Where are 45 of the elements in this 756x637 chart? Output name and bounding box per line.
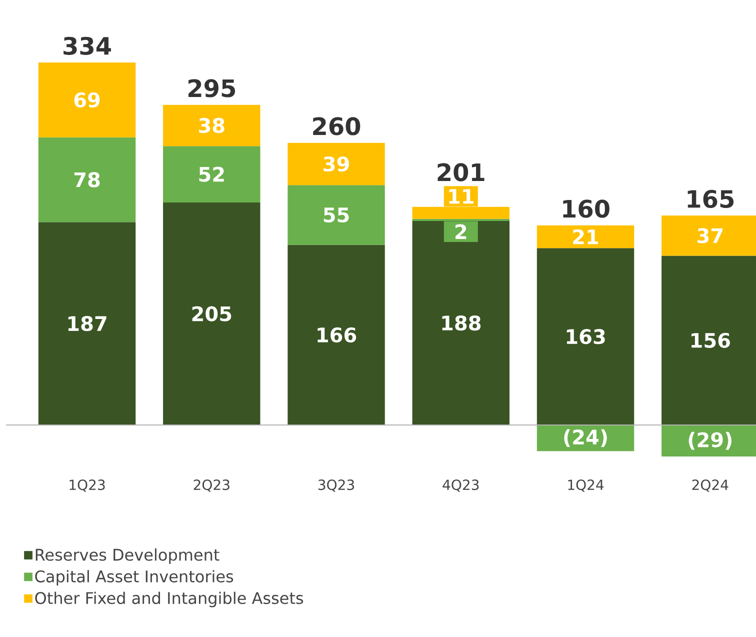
bar — [412, 220, 510, 426]
legend-label: Capital Asset Inventories — [35, 570, 234, 586]
data-label: 38 — [199, 118, 224, 134]
data-label: (29) — [688, 432, 732, 450]
bar — [163, 104, 260, 146]
data-label: 188 — [442, 315, 481, 331]
data-label: 55 — [324, 208, 349, 222]
bar — [38, 62, 136, 138]
data-label: 37 — [698, 228, 722, 244]
data-label: 21 — [573, 229, 598, 244]
bar — [288, 244, 385, 426]
total-label: 165 — [688, 190, 734, 208]
total-label: 260 — [313, 117, 360, 136]
total-label: 295 — [188, 79, 236, 98]
x-tick-label: 2Q24 — [692, 480, 728, 492]
total-label: 201 — [438, 163, 484, 182]
x-tick-label: 1Q24 — [568, 480, 604, 492]
x-tick-label: 1Q23 — [70, 480, 105, 492]
x-tick-label: 4Q23 — [442, 480, 479, 492]
total-label: 334 — [64, 36, 111, 55]
bar — [38, 222, 136, 426]
x-tick-label: 2Q23 — [194, 480, 230, 492]
data-label: 163 — [566, 329, 605, 344]
data-label: (24) — [564, 429, 607, 447]
bar — [288, 142, 385, 186]
data-label: 205 — [192, 306, 232, 322]
legend-label: Reserves Development — [36, 548, 220, 564]
bar — [536, 248, 634, 426]
bar — [288, 185, 385, 245]
bar — [536, 225, 634, 248]
bar — [163, 202, 260, 426]
data-label: 11 — [449, 189, 474, 204]
total-label: 160 — [563, 200, 610, 218]
data-label: 2 — [456, 224, 466, 240]
data-label: 52 — [199, 166, 224, 182]
data-label: 187 — [68, 316, 106, 332]
data-label: 156 — [692, 332, 730, 348]
data-label: 78 — [74, 172, 100, 188]
data-label: 39 — [324, 156, 349, 172]
bar — [38, 137, 136, 222]
bar — [163, 146, 260, 203]
data-label: 69 — [74, 92, 100, 108]
data-label: 166 — [318, 327, 356, 343]
legend-label: Other Fixed and Intangible Assets — [35, 592, 304, 608]
x-tick-label: 3Q23 — [318, 480, 354, 492]
